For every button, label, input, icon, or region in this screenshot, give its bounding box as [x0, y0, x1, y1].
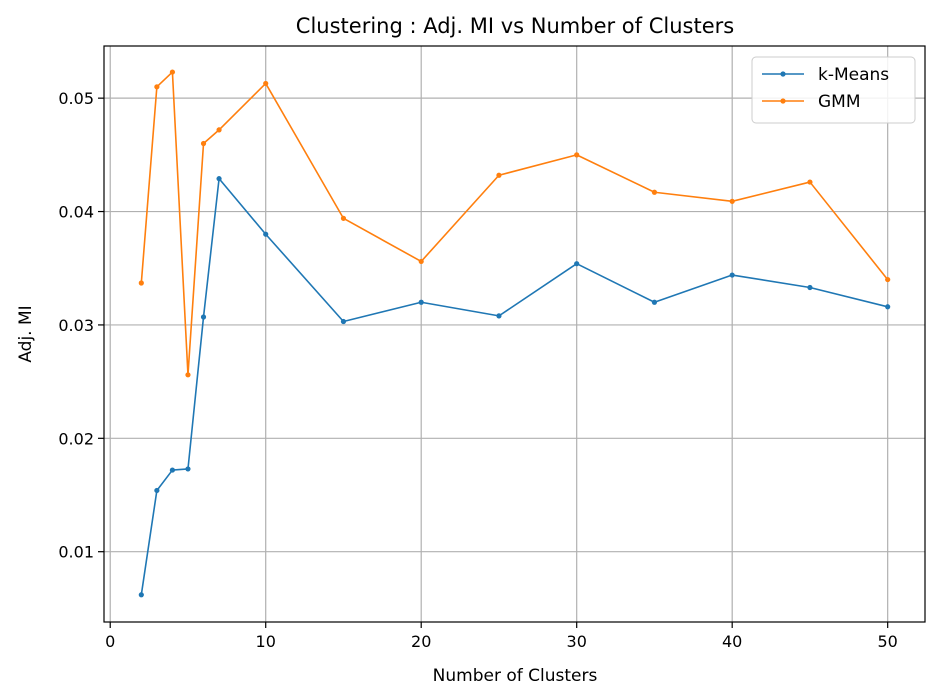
data-point-k-means — [263, 231, 269, 237]
data-point-gmm — [885, 276, 891, 283]
data-point-gmm — [169, 69, 176, 75]
data-point-k-means — [169, 467, 176, 473]
data-point-gmm — [651, 189, 658, 195]
x-tick-label: 30 — [567, 632, 587, 651]
data-point-gmm — [154, 84, 160, 90]
data-point-gmm — [340, 215, 347, 221]
chart-title: Clustering : Adj. MI vs Number of Cluste… — [296, 14, 734, 38]
legend: k-Means GMM — [751, 56, 916, 124]
data-point-gmm — [418, 258, 424, 265]
data-point-k-means — [216, 176, 222, 182]
data-point-gmm — [574, 152, 580, 158]
data-point-k-means — [185, 466, 191, 472]
data-point-k-means — [651, 299, 658, 305]
y-tick-label: 0.03 — [58, 316, 94, 335]
x-tick-label: 20 — [411, 632, 431, 651]
y-tick-label: 0.02 — [58, 429, 94, 448]
data-point-gmm — [807, 179, 813, 185]
axis-ticks: 0 10 20 30 40 50 0.01 0.02 0.03 0.04 0.05 — [58, 89, 897, 651]
data-point-k-means — [574, 261, 580, 267]
data-point-gmm — [496, 172, 502, 178]
data-point-k-means — [200, 314, 207, 320]
data-point-gmm — [263, 80, 269, 87]
y-tick-label: 0.01 — [58, 543, 94, 562]
x-tick-label: 40 — [722, 632, 742, 651]
legend-marker-gmm — [780, 98, 786, 104]
x-tick-label: 50 — [878, 632, 898, 651]
data-point-k-means — [885, 304, 891, 310]
data-point-k-means — [807, 284, 813, 291]
data-point-k-means — [418, 299, 424, 305]
data-point-gmm — [138, 280, 144, 286]
legend-label-gmm: GMM — [818, 92, 861, 112]
data-point-k-means — [340, 318, 347, 325]
data-point-gmm — [200, 140, 207, 147]
data-point-k-means — [138, 592, 144, 598]
x-tick-label: 10 — [256, 632, 276, 651]
data-point-k-means — [729, 272, 735, 278]
series-layer — [138, 69, 891, 598]
data-point-gmm — [729, 198, 735, 204]
plot-frame — [103, 45, 926, 623]
y-tick-label: 0.04 — [58, 203, 94, 222]
y-axis-title: Adj. MI — [16, 305, 36, 362]
legend-marker-k-means — [780, 71, 786, 77]
data-point-gmm — [185, 372, 191, 378]
data-point-k-means — [154, 487, 160, 494]
series-gmm — [138, 69, 891, 378]
legend-label-k-means: k-Means — [818, 65, 889, 85]
data-point-gmm — [216, 127, 222, 133]
x-tick-label: 0 — [105, 632, 115, 651]
data-point-k-means — [496, 313, 502, 319]
series-k-means — [138, 176, 891, 598]
y-tick-label: 0.05 — [58, 89, 94, 108]
x-axis-title: Number of Clusters — [433, 666, 598, 686]
